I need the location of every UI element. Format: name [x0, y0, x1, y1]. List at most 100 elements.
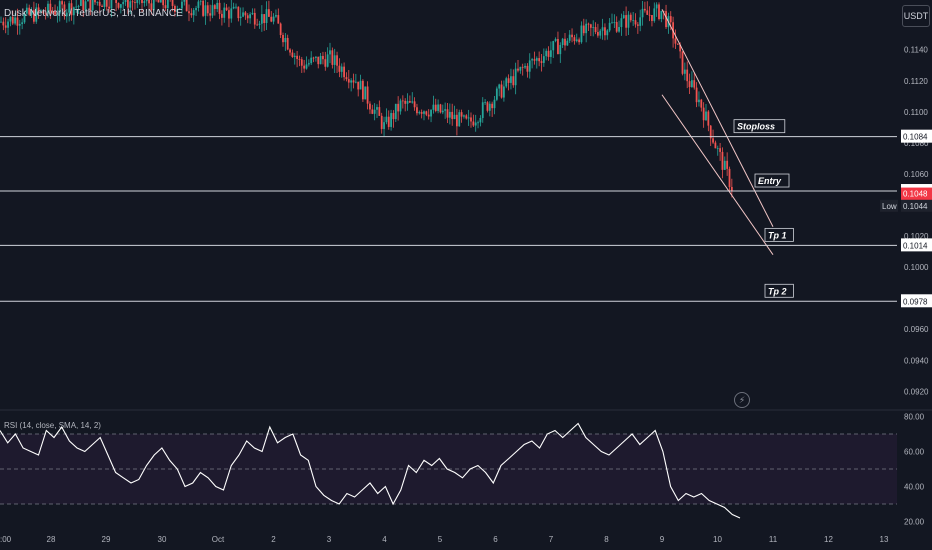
candle-body — [347, 79, 350, 83]
candle-body — [394, 103, 397, 120]
candle-body — [94, 0, 96, 3]
candle-body — [627, 14, 630, 28]
candle-body — [232, 6, 235, 9]
level-price-badge — [901, 238, 932, 252]
candle-body — [35, 7, 38, 22]
candle-body — [333, 55, 336, 65]
candle-body — [345, 77, 348, 80]
level-tag-label: Tp 2 — [768, 286, 787, 296]
candle-body — [674, 38, 677, 44]
candle-body — [371, 109, 374, 114]
candle-body — [145, 0, 148, 2]
candle-body — [716, 148, 719, 150]
candle-body — [63, 4, 66, 17]
price-tick-label: 0.0920 — [904, 387, 929, 396]
candle-body — [580, 25, 583, 43]
candle-body — [648, 14, 651, 16]
candle-body — [366, 86, 369, 104]
candle-body — [437, 104, 439, 111]
candle-body — [434, 104, 437, 111]
candle-body — [14, 17, 16, 24]
candle-body — [115, 0, 118, 3]
candle-body — [634, 20, 637, 25]
candle-body — [185, 0, 188, 12]
candle-body — [221, 13, 223, 18]
current-price-label: 0.1048 — [903, 190, 928, 199]
candle-body — [456, 114, 458, 127]
time-tick-label: 10 — [713, 535, 722, 544]
level-tag-label: Stoploss — [737, 122, 775, 132]
candle-body — [524, 65, 526, 68]
currency-button[interactable]: USDT — [902, 5, 930, 27]
price-tick-label: 0.1120 — [904, 77, 928, 86]
candle-body — [268, 9, 270, 17]
candle-body — [427, 114, 430, 117]
candle-body — [651, 15, 653, 21]
candle-body — [239, 16, 242, 19]
candle-body — [423, 111, 425, 114]
candle-body — [517, 68, 519, 71]
candle-body — [578, 39, 580, 43]
candle-body — [91, 0, 94, 11]
candle-body — [331, 50, 334, 65]
candle-body — [49, 3, 52, 12]
candle-body — [211, 5, 214, 16]
candle-body — [190, 13, 193, 16]
candle-body — [418, 112, 421, 114]
price-tick-label: 0.0940 — [904, 356, 929, 365]
lightning-icon[interactable]: ⚡ — [734, 392, 750, 408]
candle-body — [359, 80, 362, 90]
time-tick-label: 9 — [660, 535, 665, 544]
candle-body — [554, 39, 557, 42]
candle-body — [681, 51, 684, 74]
candle-body — [216, 2, 219, 9]
candle-body — [117, 2, 120, 8]
candle-body — [260, 14, 263, 24]
candle-body — [0, 21, 2, 23]
candle-body — [691, 80, 693, 88]
candle-body — [493, 99, 496, 109]
candle-body — [641, 8, 644, 18]
candle-body — [291, 52, 294, 57]
candle-body — [698, 99, 700, 103]
candle-body — [723, 160, 726, 170]
candle-body — [495, 88, 498, 100]
candle-body — [61, 1, 63, 5]
candle-body — [550, 50, 552, 57]
candle-body — [174, 5, 176, 12]
candle-body — [392, 113, 395, 120]
candle-body — [658, 4, 660, 20]
candle-body — [679, 44, 682, 52]
candle-body — [265, 9, 268, 24]
candle-body — [136, 0, 139, 4]
candle-body — [726, 160, 729, 169]
candle-body — [484, 102, 486, 104]
candle-body — [533, 59, 536, 61]
time-tick-label: 6 — [493, 535, 498, 544]
candle-body — [28, 7, 31, 15]
candle-body — [709, 125, 712, 139]
candle-body — [2, 21, 5, 26]
candle-body — [702, 107, 705, 121]
candle-body — [411, 101, 414, 103]
candle-body — [127, 0, 129, 8]
candle-body — [47, 3, 49, 14]
candle-body — [528, 60, 531, 72]
candle-body — [601, 27, 604, 31]
rsi-tick-label: 40.00 — [904, 483, 925, 492]
candle-body — [503, 86, 505, 98]
time-tick-label: 3 — [327, 535, 332, 544]
candle-body — [564, 38, 566, 46]
candle-body — [714, 142, 717, 149]
candle-body — [500, 84, 503, 98]
candle-body — [56, 13, 59, 15]
candle-body — [263, 14, 266, 24]
candle-body — [665, 11, 667, 28]
rsi-label: RSI (14, close, SMA, 14, 2) — [4, 421, 101, 430]
time-tick-label: 12 — [824, 535, 833, 544]
candle-body — [242, 12, 244, 17]
rsi-tick-label: 20.00 — [904, 518, 925, 527]
candle-body — [599, 30, 602, 36]
candle-body — [352, 80, 355, 83]
